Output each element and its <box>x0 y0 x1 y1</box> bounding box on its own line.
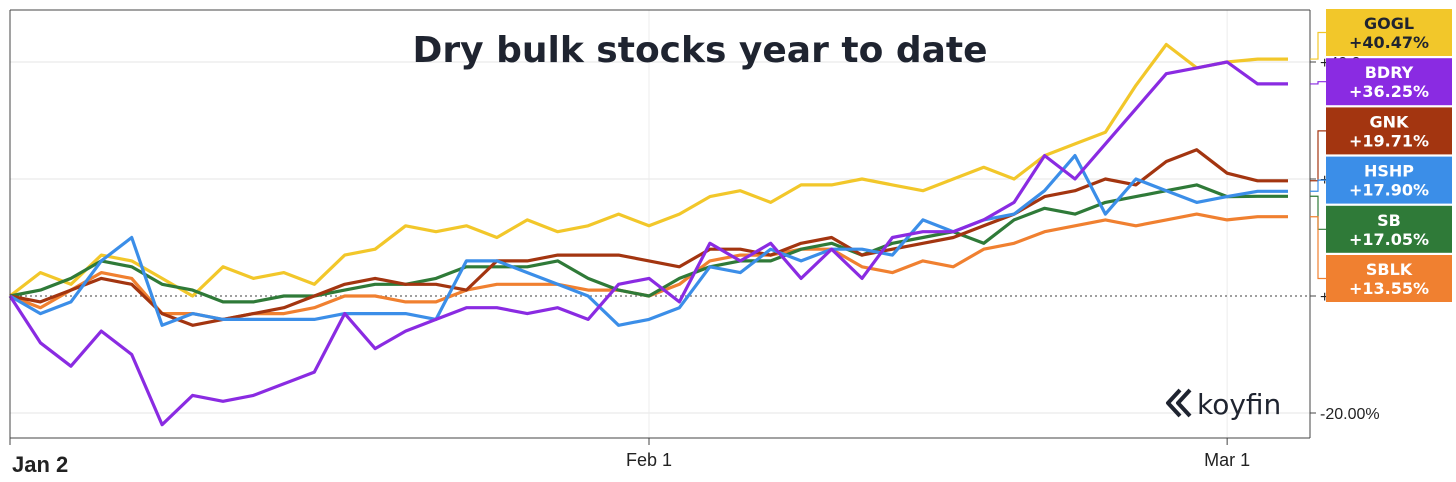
legend-return: +17.05% <box>1349 230 1429 249</box>
x-tick-label: Jan 2 <box>12 452 68 477</box>
x-tick-label: Mar 1 <box>1204 450 1250 470</box>
series-line-hshp <box>9 154 1288 327</box>
legend-ticker: GOGL <box>1364 14 1414 33</box>
legend-ticker: BDRY <box>1365 63 1414 82</box>
legend-connector <box>1310 81 1326 85</box>
koyfin-brand: koyfin <box>1166 388 1281 421</box>
legend-connector <box>1310 31 1326 60</box>
legend-box-sblk <box>1326 255 1452 302</box>
series-line-gogl <box>9 42 1288 298</box>
gridlines <box>9 10 1310 438</box>
axes <box>9 9 1311 439</box>
y-tick-label: -20.00% <box>1320 406 1380 423</box>
series-lines <box>8 42 1288 427</box>
legend-box-sb <box>1326 205 1452 253</box>
legend-return: +40.47% <box>1349 33 1429 52</box>
legend-ticker: GNK <box>1370 112 1410 131</box>
koyfin-logo-icon <box>1166 388 1192 418</box>
legend-box-bdry <box>1326 58 1452 106</box>
legend-ticker: SB <box>1377 211 1401 230</box>
x-tick-label: Feb 1 <box>626 450 672 470</box>
legend-box-gogl <box>1326 9 1452 56</box>
legend-return: +19.71% <box>1349 131 1429 150</box>
legend-return: +36.25% <box>1349 82 1429 101</box>
legend-return: +17.90% <box>1349 181 1429 200</box>
series-line-bdry <box>8 60 1288 427</box>
legend: GOGL+40.47%BDRY+36.25%GNK+19.71%HSHP+17.… <box>1310 9 1452 302</box>
koyfin-wordmark: koyfin <box>1197 388 1281 421</box>
legend-connector <box>1310 195 1326 230</box>
legend-ticker: HSHP <box>1364 162 1414 181</box>
x-axis-ticks: Jan 2 Feb 1 Mar 1 <box>9 438 1250 477</box>
legend-return: +13.55% <box>1349 279 1429 298</box>
chart-title: Dry bulk stocks year to date <box>412 30 987 71</box>
legend-connector <box>1310 216 1326 280</box>
legend-box-hshp <box>1326 156 1452 204</box>
legend-ticker: SBLK <box>1366 260 1413 279</box>
series-line-sb <box>9 183 1288 304</box>
legend-connector <box>1310 130 1326 182</box>
legend-box-gnk <box>1326 107 1452 155</box>
legend-connector <box>1310 179 1326 192</box>
